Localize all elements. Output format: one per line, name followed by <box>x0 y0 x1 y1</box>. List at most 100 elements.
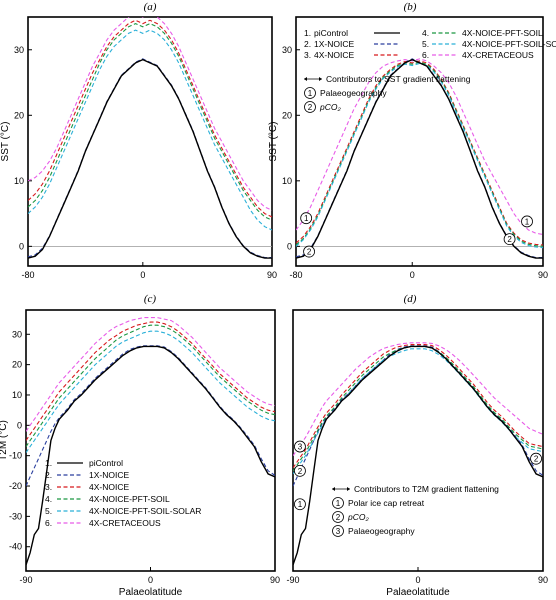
annotation-circle <box>303 245 315 258</box>
legend-label: piControl <box>314 28 348 38</box>
annotation-circle <box>294 440 306 453</box>
legend-label: 4X-NOICE-PFT-SOIL-SOLAR <box>462 39 556 49</box>
annotation-number: 1 <box>298 500 303 509</box>
annotation-circle <box>521 215 533 228</box>
legend-num: 2. <box>304 39 311 49</box>
contributor-label: pCO₂ <box>347 512 369 522</box>
panel-label: (c) <box>144 293 157 305</box>
series-line-s1 <box>28 58 272 259</box>
x-tick-label: 0 <box>415 575 420 585</box>
plot-frame <box>25 309 276 572</box>
contributor-label: pCO₂ <box>319 102 341 112</box>
series-line-s6 <box>28 17 272 211</box>
annotation-circle <box>530 452 542 465</box>
legend-label: 1X-NOICE <box>89 470 129 480</box>
series-line-s5 <box>28 29 272 231</box>
legend-num: 6. <box>422 50 429 60</box>
y-tick-label: 10 <box>14 176 24 186</box>
plot-frame <box>27 16 273 267</box>
y-tick-label: 20 <box>282 110 292 120</box>
x-tick-label: -90 <box>19 575 32 585</box>
panel-label: (a) <box>144 1 157 13</box>
contributors-title: Contributors to T2M gradient flattening <box>354 484 499 494</box>
annotation-number: 2 <box>507 235 512 244</box>
y-tick-label: -30 <box>9 511 22 521</box>
series-line-t5 <box>293 348 543 475</box>
contributor-number: 2 <box>308 103 313 112</box>
legend-label: 4X-NOICE-PFT-SOIL <box>462 28 543 38</box>
contributor-number-circle <box>304 101 316 113</box>
legend-label: 4X-NOICE <box>314 50 354 60</box>
annotation-circle <box>294 464 306 477</box>
arrow-head-icon <box>347 487 350 491</box>
x-tick-label: -90 <box>286 575 299 585</box>
legend-num: 3. <box>304 50 311 60</box>
series-line-s1 <box>296 58 543 259</box>
series-line-s4 <box>28 22 272 221</box>
annotation-number: 1 <box>525 217 530 226</box>
x-axis-label: Palaeolatitude <box>119 587 183 598</box>
arrow-head-icon <box>304 77 307 81</box>
contributor-label: Palaeogeography <box>348 526 415 536</box>
annotation-circle <box>300 212 313 225</box>
y-tick-label: -10 <box>9 451 22 461</box>
contributors-legend: Contributors to SST gradient flattening 1… <box>304 74 471 113</box>
x-tick-label: 0 <box>148 575 153 585</box>
series-line-s6 <box>296 58 543 236</box>
y-tick-label: 10 <box>12 390 22 400</box>
series-line-s3 <box>28 19 272 218</box>
annotation-circle <box>503 233 516 246</box>
contributors-legend: Contributors to T2M gradient flattening 1… <box>332 484 499 537</box>
x-tick-label: 90 <box>270 575 280 585</box>
y-axis-label: SST (°C) <box>268 122 279 162</box>
arrow-head-icon <box>319 77 322 81</box>
x-tick-label: 90 <box>267 270 277 280</box>
x-tick-label: -80 <box>21 270 34 280</box>
y-axis-label: SST (°C) <box>0 122 11 162</box>
series-line-s2 <box>28 58 272 259</box>
contributors-title: Contributors to SST gradient flattening <box>326 74 471 84</box>
x-tick-label: 0 <box>140 270 145 280</box>
legend-label: 4X-NOICE <box>89 482 129 492</box>
y-axis-label: T2M (°C) <box>0 420 9 461</box>
legend-num: 4. <box>422 28 429 38</box>
legend-label: 4X-CRETACEOUS <box>462 50 534 60</box>
y-tick-label: 30 <box>14 45 24 55</box>
legend-num: 1. <box>45 458 52 468</box>
legend-num: 2. <box>45 470 52 480</box>
x-tick-label: 90 <box>538 575 548 585</box>
legend-label: 4X-NOICE-PFT-SOIL-SOLAR <box>89 506 201 516</box>
series-line-t1 <box>293 345 543 566</box>
x-tick-label: 0 <box>410 270 415 280</box>
y-tick-label: 0 <box>19 241 24 251</box>
legend-label: 1X-NOICE <box>314 39 354 49</box>
annotation-number: 2 <box>307 248 312 257</box>
panel-2: (c) -90 0 90 -40 -30 -20 -10 0 10 20 30 T2M (°C) Pala… <box>0 293 280 598</box>
series-line-s5 <box>296 62 543 249</box>
series-line-t3 <box>293 344 543 469</box>
y-tick-label: 0 <box>287 241 292 251</box>
legend-num: 1. <box>304 28 311 38</box>
series-line-t2 <box>293 345 543 487</box>
series-line-t1 <box>26 345 275 566</box>
legend-num: 6. <box>45 518 52 528</box>
contributor-number-circle <box>332 525 344 537</box>
series-line-t6 <box>26 317 275 432</box>
y-tick-label: -40 <box>9 542 22 552</box>
annotation-number: 3 <box>298 443 303 452</box>
contributor-label: Palaeogeography <box>320 88 387 98</box>
series-line-t4 <box>293 345 543 472</box>
legend-label: piControl <box>89 458 123 468</box>
contributor-number: 1 <box>336 499 341 508</box>
panel-3: (d) -90 0 90 Palaeolatitude Contributors to T… <box>286 293 548 598</box>
contributor-number-circle <box>332 511 344 523</box>
arrow-head-icon <box>332 487 335 491</box>
legend-label: 4X-CRETACEOUS <box>89 518 161 528</box>
annotation-number: 2 <box>534 455 539 464</box>
annotation-number: 1 <box>304 214 309 223</box>
panel-0: (a) -80 0 90 0 10 20 30 SST (°C) <box>0 1 277 280</box>
